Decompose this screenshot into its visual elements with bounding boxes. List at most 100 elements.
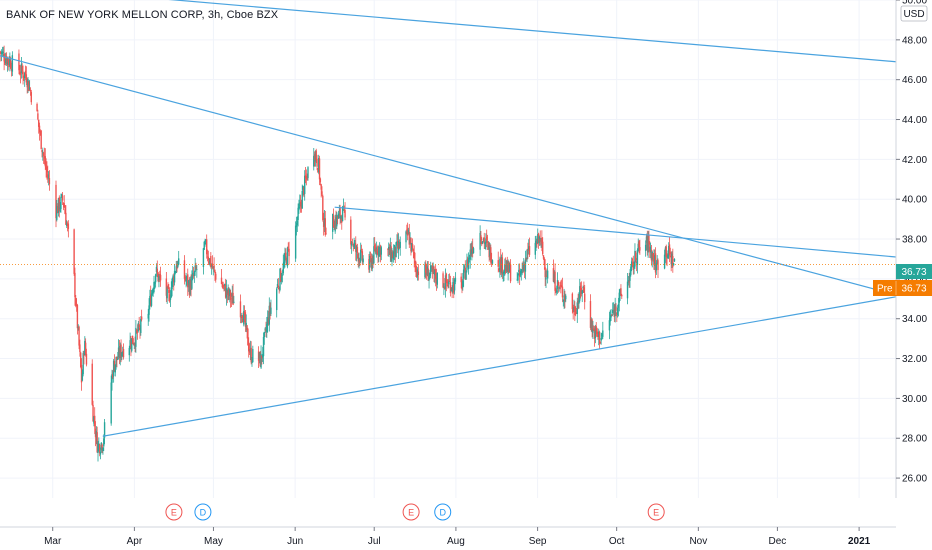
dividend-marker[interactable]: D bbox=[194, 503, 212, 521]
candle-up bbox=[655, 263, 658, 271]
candle-up bbox=[373, 246, 375, 264]
candle-up bbox=[268, 305, 270, 325]
candle-up bbox=[485, 238, 487, 244]
candle-down bbox=[265, 329, 267, 331]
candle-up bbox=[299, 202, 301, 207]
earnings-marker[interactable]: E bbox=[402, 503, 420, 521]
candle-up bbox=[462, 269, 465, 279]
currency-badge bbox=[900, 5, 928, 22]
candle-up bbox=[170, 287, 172, 298]
candle-down bbox=[220, 277, 223, 285]
candle-down bbox=[542, 241, 544, 255]
candle-up bbox=[212, 266, 214, 268]
candle-down bbox=[192, 274, 195, 277]
candle-up bbox=[481, 241, 484, 244]
candle-down bbox=[611, 314, 613, 316]
candle-down bbox=[628, 281, 630, 283]
candle-up bbox=[252, 348, 254, 363]
candle-up bbox=[66, 223, 68, 226]
candle-down bbox=[113, 361, 116, 372]
candle-up bbox=[178, 258, 180, 265]
candle-up bbox=[380, 247, 382, 255]
candle-up bbox=[396, 241, 398, 243]
candle-down bbox=[261, 355, 263, 359]
candle-up bbox=[175, 266, 177, 274]
candle-up bbox=[594, 326, 597, 339]
earnings-marker[interactable]: E bbox=[165, 503, 183, 521]
candle-down bbox=[616, 313, 618, 314]
candle-up bbox=[391, 252, 393, 262]
candle-up bbox=[102, 447, 104, 452]
candle-down bbox=[229, 291, 232, 301]
candle-down bbox=[288, 248, 290, 257]
time-axis-tick-label: Dec bbox=[769, 536, 787, 547]
candle-down bbox=[425, 263, 427, 273]
candle-down bbox=[417, 271, 420, 275]
candle-down bbox=[267, 317, 270, 324]
candle-down bbox=[357, 253, 359, 262]
candle-down bbox=[139, 328, 141, 331]
candle-up bbox=[618, 292, 620, 303]
candle-down bbox=[243, 311, 246, 315]
candle-up bbox=[196, 269, 198, 271]
candle-down bbox=[259, 351, 261, 367]
candle-down bbox=[176, 264, 178, 269]
dividend-marker[interactable]: D bbox=[434, 503, 452, 521]
candle-down bbox=[333, 228, 336, 230]
candle-down bbox=[339, 208, 341, 219]
candles bbox=[0, 45, 676, 462]
time-axis-tick-label: Nov bbox=[689, 536, 707, 547]
candle-up bbox=[462, 280, 464, 288]
candle-down bbox=[19, 72, 22, 75]
candle-up bbox=[608, 320, 611, 331]
candle-down bbox=[184, 276, 186, 281]
candle-up bbox=[540, 238, 542, 240]
pre-market-badge bbox=[873, 280, 932, 296]
candle-up bbox=[119, 345, 121, 359]
candle-up bbox=[298, 206, 300, 211]
candle-up bbox=[556, 291, 558, 293]
candle-down bbox=[94, 415, 96, 427]
event-marker-label: E bbox=[653, 508, 659, 518]
candle-down bbox=[410, 237, 412, 252]
candle-up bbox=[304, 175, 306, 194]
candle-up bbox=[465, 271, 467, 280]
candle-up bbox=[452, 282, 454, 293]
candle-down bbox=[525, 258, 527, 260]
candle-up bbox=[209, 258, 211, 265]
candle-down bbox=[63, 203, 65, 208]
candle-down bbox=[669, 252, 672, 254]
candle-up bbox=[189, 279, 191, 295]
candle-down bbox=[207, 256, 210, 261]
candle-down bbox=[130, 342, 132, 349]
candle-down bbox=[461, 281, 463, 290]
candle-down bbox=[523, 264, 526, 271]
candle-up bbox=[592, 328, 594, 333]
price-axis-tick-label: 48.00 bbox=[902, 35, 927, 46]
candle-down bbox=[221, 283, 224, 288]
candle-up bbox=[155, 266, 158, 273]
candle-up bbox=[482, 238, 485, 240]
candle-down bbox=[39, 131, 42, 133]
candle-down bbox=[377, 251, 379, 255]
candle-up bbox=[355, 246, 358, 253]
earnings-marker[interactable]: E bbox=[647, 503, 665, 521]
candle-down bbox=[518, 270, 521, 277]
candle-up bbox=[100, 442, 102, 450]
candle-up bbox=[633, 264, 635, 268]
candle-up bbox=[9, 59, 11, 66]
candle-down bbox=[75, 297, 77, 306]
candle-down bbox=[76, 305, 79, 329]
candle-down bbox=[483, 237, 485, 244]
candle-down bbox=[598, 331, 601, 344]
candle-up bbox=[601, 334, 603, 336]
candle-up bbox=[42, 152, 44, 154]
candle-up bbox=[656, 261, 658, 263]
event-marker-label: D bbox=[200, 508, 207, 518]
candle-down bbox=[448, 280, 451, 282]
candle-down bbox=[280, 270, 282, 282]
candle-down bbox=[406, 228, 409, 236]
candle-down bbox=[116, 356, 118, 361]
candle-up bbox=[227, 287, 229, 294]
